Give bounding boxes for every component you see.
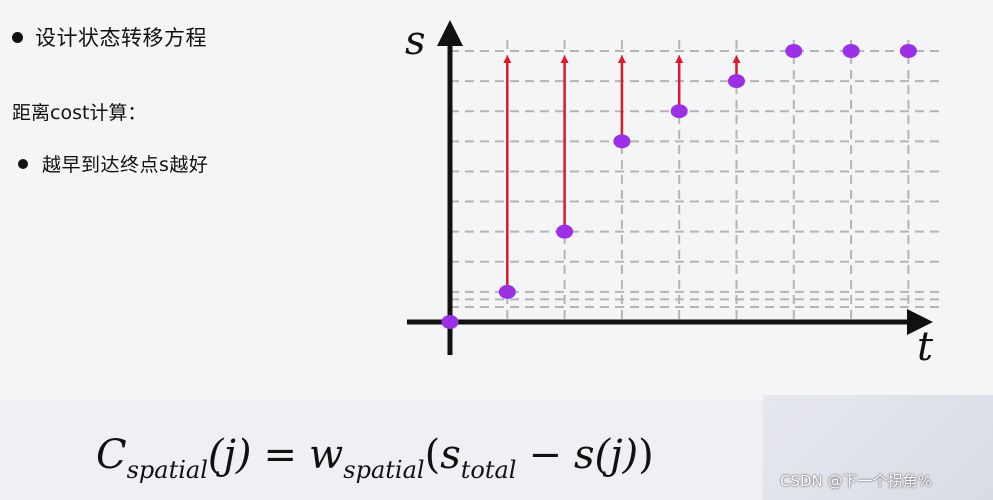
formula-w-subscript: spatial [343,456,425,484]
bullet-dot-icon [12,31,23,43]
formula-right-paren: ) [638,432,654,478]
arrowhead-icon [732,55,741,63]
formula-left-paren: ( [424,432,441,478]
formula-equals: = [263,432,298,478]
arrowhead-icon [560,55,569,63]
state-point [899,44,917,58]
bullet-item: 越早到达终点s越好 [18,150,208,177]
decorative-corner [763,395,993,500]
formula-s-subscript: total [460,456,517,484]
bullet-dot-icon [18,158,28,169]
arrowhead-icon [617,55,626,63]
points [441,44,917,329]
state-point [842,44,860,58]
state-point [728,74,745,89]
formula-j: (j) [207,432,252,478]
state-point [556,224,574,239]
formula-w: w [309,432,344,478]
heading-text: 设计状态转移方程 [35,26,207,50]
bullet-text: 越早到达终点s越好 [42,154,209,176]
arrowhead-icon [503,55,512,63]
subheading: 距离cost计算： [12,102,147,124]
watermark: CSDN @下一个拐角% [780,472,932,490]
heading-bullet: 设计状态转移方程 [12,22,207,52]
s-axis-label: s [405,18,426,64]
state-point [785,44,803,58]
t-axis-label: t [917,324,934,370]
formula-minus: − [528,432,562,478]
state-point [670,104,688,119]
s-axis-arrowhead [437,20,463,46]
t-axis-arrowhead [907,309,933,335]
cost-formula: Cspatial(j) = wspatial(stotal − s(j)) [96,432,654,484]
state-point [441,315,459,329]
formula-C: C [96,432,127,478]
axes: s t [405,18,934,370]
formula-s: s [440,432,461,478]
formula-C-subscript: spatial [126,456,208,484]
grid [450,40,943,322]
state-point [613,134,631,149]
formula-sj: s(j) [573,432,639,478]
arrowhead-icon [675,55,684,63]
state-point [498,284,516,299]
state-transition-diagram: s t [405,18,943,370]
